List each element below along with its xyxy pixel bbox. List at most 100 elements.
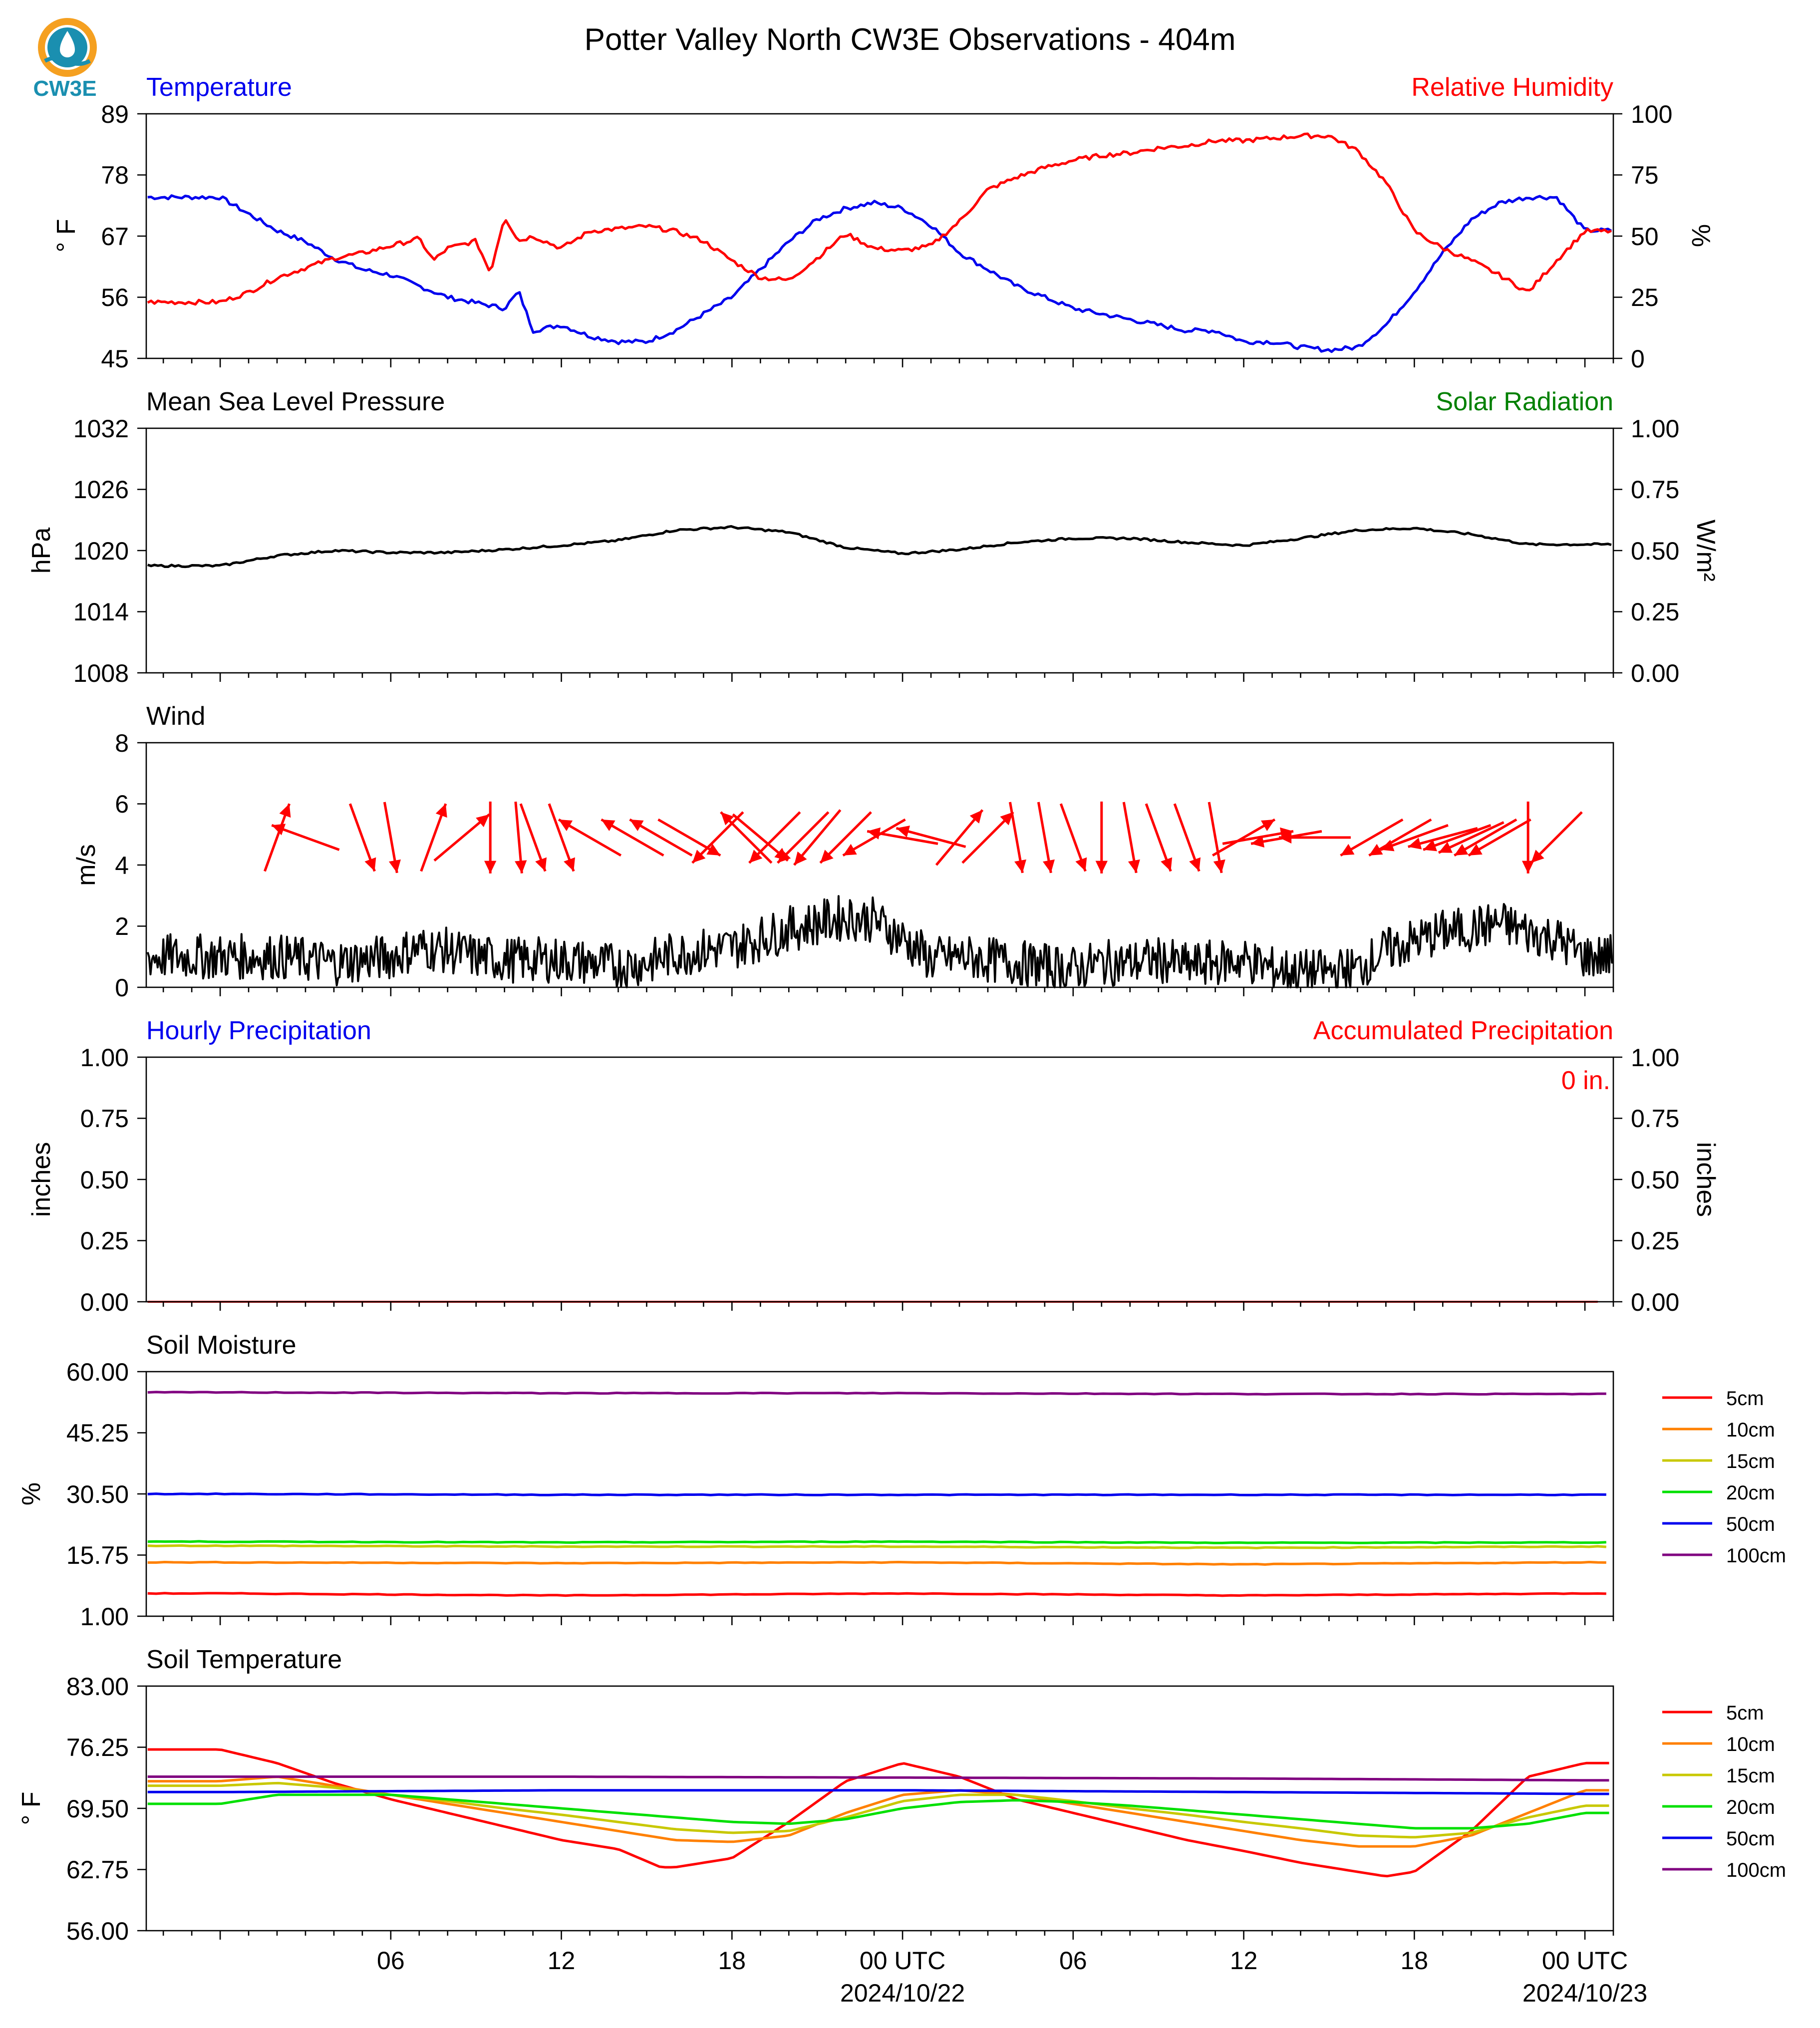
- precip-right-tick-label: 0.50: [1631, 1166, 1679, 1194]
- wind-arrow-head: [1340, 844, 1355, 856]
- soil-temp-title: Soil Temperature: [146, 1645, 342, 1674]
- wind-arrow-head: [272, 824, 286, 836]
- wind-arrow-head: [1408, 838, 1422, 850]
- pressure-tick-label: 1032: [73, 415, 129, 443]
- wind-tick-label: 8: [115, 729, 129, 757]
- wind-arrow: [1454, 818, 1517, 857]
- wind-arrow: [601, 818, 664, 857]
- wind-arrow: [484, 801, 497, 873]
- wind-arrow-head: [794, 851, 807, 866]
- panel-ticks: [137, 427, 1622, 682]
- wind-arrow: [420, 803, 447, 872]
- panel-ticks: [137, 113, 1622, 367]
- series-line-wind-speed: [146, 895, 1614, 988]
- soil-temp-tick-label: 76.25: [66, 1734, 129, 1761]
- time-tick-label: 18: [1400, 1947, 1428, 1975]
- wind-arrow: [548, 803, 576, 872]
- wind-tick-label: 2: [115, 912, 129, 940]
- wind-arrow-head: [692, 850, 706, 863]
- wind-tick-label: 4: [115, 852, 129, 879]
- pressure-tick-label: 1008: [73, 659, 129, 687]
- wind-arrow-head: [1454, 844, 1469, 856]
- rh-tick-label: 100: [1631, 100, 1672, 128]
- precip-tick-label: 0.75: [80, 1105, 129, 1133]
- wind-arrow: [1008, 802, 1027, 873]
- wind-arrow: [1208, 802, 1225, 873]
- series-line-5cm: [147, 1748, 1609, 1878]
- wind-arrow-head: [1000, 812, 1013, 826]
- wind-arrow: [1368, 818, 1432, 857]
- wind-arrow-head: [820, 850, 834, 863]
- soil-moisture-tick-label: 1.00: [80, 1603, 129, 1631]
- temp-tick-label: 45: [101, 345, 129, 373]
- series-line-20cm: [147, 1540, 1606, 1544]
- wind-arrow-head: [388, 859, 401, 873]
- solar-axis-ticks: 0.00 0.25 0.50 0.75 1.00: [1631, 415, 1679, 687]
- wind-arrow-head: [1014, 859, 1027, 873]
- wind-arrow: [1380, 824, 1449, 852]
- wind-arrow-head: [364, 857, 376, 871]
- wind-arrow: [383, 802, 401, 873]
- wind-arrow-head: [1095, 861, 1108, 873]
- series-line-15cm: [147, 1544, 1606, 1549]
- temp-tick-label: 89: [101, 100, 129, 128]
- wind-arrow: [1468, 818, 1531, 857]
- wind-arrow-head: [559, 819, 573, 832]
- wind-arrow-head: [1531, 850, 1544, 863]
- precip-unit-label-left: inches: [27, 1142, 56, 1217]
- hourly-precip-title: Hourly Precipitation: [146, 1016, 371, 1045]
- wind-arrow-head: [1213, 859, 1225, 873]
- soil-temp-tick-label: 62.75: [66, 1856, 129, 1884]
- wind-arrow-head: [1380, 840, 1395, 852]
- temp-tick-label: 78: [101, 161, 129, 189]
- time-tick-label: 18: [718, 1947, 746, 1975]
- wind-arrow-head: [969, 810, 983, 824]
- rh-tick-label: 0: [1631, 345, 1645, 373]
- wind-arrow-head: [601, 819, 615, 832]
- time-tick-label: 06: [377, 1947, 405, 1975]
- wind-arrow: [867, 827, 938, 845]
- wind-arrow: [1408, 827, 1478, 850]
- wind-arrow-head: [535, 857, 547, 871]
- precip-tick-label: 0.00: [80, 1288, 129, 1316]
- soil-temp-unit-label: ° F: [17, 1791, 46, 1825]
- wind-arrow: [629, 818, 693, 857]
- wind-arrow: [1173, 803, 1201, 872]
- wind-arrow-head: [720, 812, 734, 826]
- time-tick-label: 06: [1059, 1947, 1087, 1975]
- time-tick-label: 00 UTC: [1542, 1947, 1628, 1975]
- accum-precip-total: 0 in.: [1561, 1066, 1610, 1095]
- wind-arrow: [264, 803, 291, 872]
- soil-temp-legend: 5cm 10cm 15cm 20cm 50cm 100cm: [1662, 1702, 1786, 1881]
- wind-arrow-head: [749, 850, 763, 863]
- cw3e-logo: CW3E: [33, 18, 97, 101]
- time-tick-label: 12: [548, 1947, 576, 1975]
- pressure-tick-label: 1014: [73, 598, 129, 626]
- chart-title: Potter Valley North CW3E Observations - …: [585, 22, 1236, 57]
- soil-moisture-axis-ticks: 1.00 15.75 30.50 45.25 60.00: [66, 1358, 129, 1631]
- wind-arrow: [1423, 824, 1492, 852]
- pressure-axis-ticks: 1008 1014 1020 1026 1032: [73, 415, 129, 687]
- soil-temp-tick-label: 69.50: [66, 1795, 129, 1823]
- series-line-50cm: [147, 1789, 1609, 1795]
- temperature-title: Temperature: [146, 73, 292, 102]
- wind-arrow: [691, 811, 744, 864]
- wind-arrow: [748, 811, 801, 864]
- wind-arrow-head: [515, 860, 527, 873]
- soil-moisture-legend: 5cm 10cm 15cm 20cm 50cm 100cm: [1662, 1388, 1786, 1567]
- precip-tick-label: 0.25: [80, 1227, 129, 1255]
- wind-arrow: [433, 813, 490, 862]
- solar-tick-label: 0.25: [1631, 598, 1679, 626]
- soil-moisture-tick-label: 30.50: [66, 1480, 129, 1508]
- wind-arrow: [1059, 803, 1087, 872]
- solar-title: Solar Radiation: [1436, 387, 1613, 416]
- legend-label: 100cm: [1726, 1859, 1786, 1881]
- panel-ticks: [137, 1371, 1614, 1625]
- wind-arrow-head: [1438, 842, 1453, 853]
- wind-arrow-head: [706, 844, 721, 856]
- wind-arrow-head: [1369, 844, 1383, 856]
- precip-unit-label-right: inches: [1691, 1142, 1720, 1217]
- series-line-100cm: [147, 1391, 1606, 1396]
- wave-icon: [44, 56, 91, 66]
- wind-arrow: [519, 803, 547, 872]
